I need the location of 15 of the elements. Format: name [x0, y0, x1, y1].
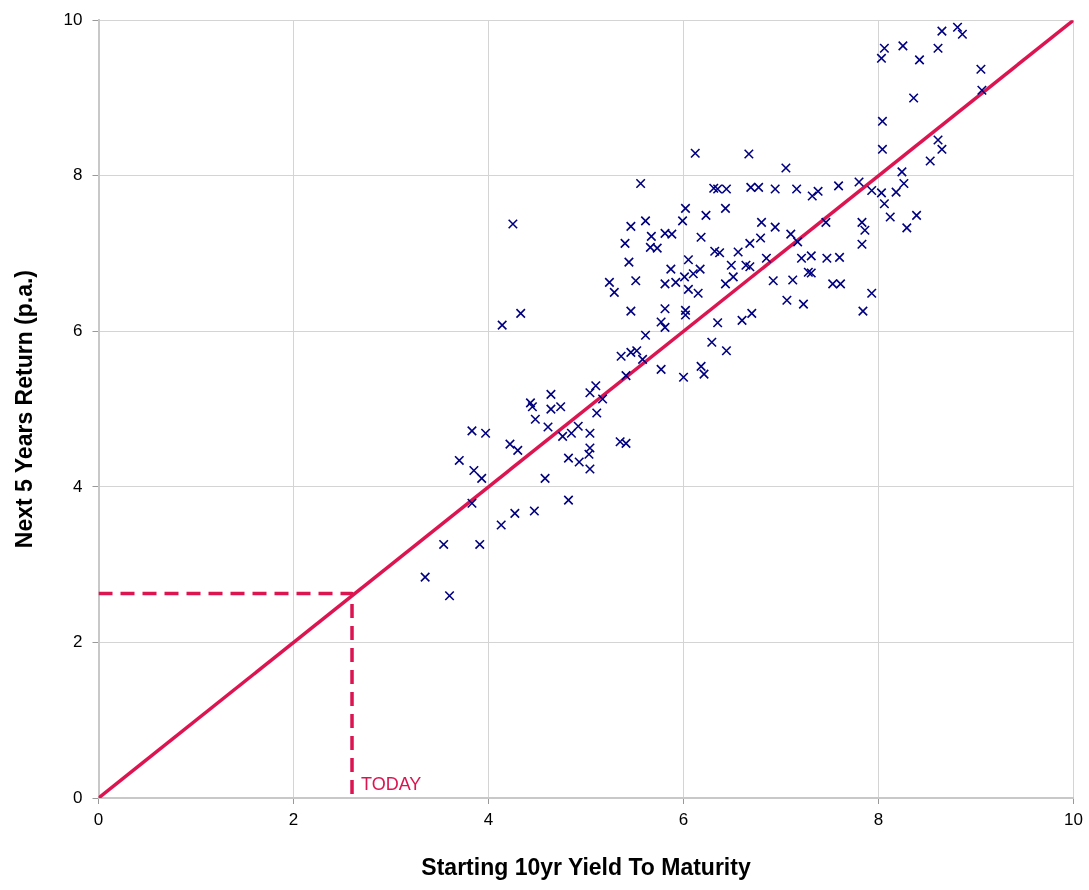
y-tick-label: 2	[73, 632, 83, 652]
y-tick-label: 8	[73, 165, 83, 185]
x-tick-label: 0	[93, 809, 104, 829]
y-axis-title: Next 5 Years Return (p.a.)	[11, 269, 38, 549]
y-tick-label: 10	[63, 9, 83, 29]
x-tick-label: 6	[678, 809, 689, 829]
y-tick-label: 6	[73, 321, 83, 341]
y-tick-label: 0	[73, 787, 83, 807]
annotation: TODAY	[361, 773, 422, 794]
x-axis-title: Starting 10yr Yield To Maturity	[421, 853, 751, 880]
x-tick-label: 2	[288, 809, 299, 829]
x-tick-label: 10	[1064, 809, 1084, 829]
x-tick-label: 8	[873, 809, 884, 829]
y-tick-label: 4	[73, 476, 83, 496]
x-tick-label: 4	[483, 809, 494, 829]
